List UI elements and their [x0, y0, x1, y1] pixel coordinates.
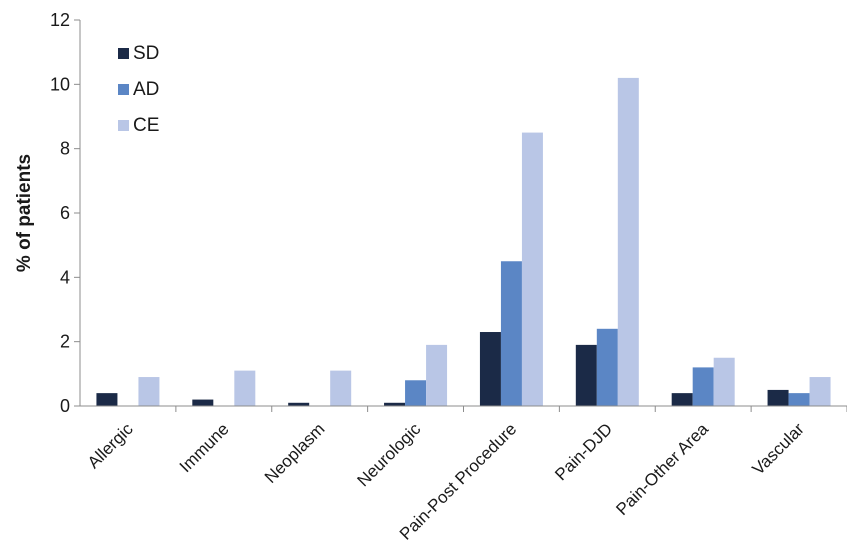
x-tick-label: Allergic [84, 419, 137, 472]
x-axis: Allergic Immune Neoplasm NeurologicPain-Pos… [80, 405, 847, 544]
legend-label-ce: CE [133, 115, 159, 136]
y-axis-label: % of patients [14, 154, 35, 272]
bar-ad-neurologic [405, 380, 427, 406]
bar-sd-neoplasm [288, 402, 310, 406]
bar-ce-immune [234, 370, 256, 406]
bar-sd-pain-post-procedure [479, 332, 501, 406]
y-tick-label: 10 [50, 74, 70, 94]
x-tick-label: Neurologic [353, 419, 424, 490]
bar-ce-allergic [138, 377, 160, 406]
bar-ad-pain-other-area [692, 367, 714, 406]
x-tick-label: Immune [176, 419, 233, 476]
bar-ce-neurologic [426, 344, 448, 406]
bars [96, 77, 831, 407]
bar-sd-immune [192, 399, 214, 406]
bar-sd-pain-other-area [671, 393, 693, 406]
bar-ad-pain-post-procedure [500, 261, 522, 406]
bar-ad-vascular [788, 393, 810, 406]
legend-swatch-ce [118, 120, 129, 131]
legend: SD AD CE [118, 43, 159, 136]
legend-label-ad: AD [133, 79, 159, 100]
bar-sd-allergic [96, 393, 118, 406]
bar-ce-pain-djd [617, 77, 639, 407]
y-tick-label: 8 [60, 139, 70, 159]
bar-sd-pain-djd [575, 344, 597, 406]
legend-swatch-sd [118, 48, 129, 59]
y-tick-label: 2 [60, 332, 70, 352]
y-tick-label: 12 [50, 10, 70, 30]
bar-ce-pain-other-area [713, 357, 735, 406]
x-tick-label: Vascular [749, 419, 809, 479]
bar-sd-neurologic [384, 402, 406, 406]
y-tick-label: 0 [60, 396, 70, 416]
legend-swatch-ad [118, 84, 129, 95]
x-tick-label: Pain-DJD [551, 419, 616, 484]
x-tick-label: Neoplasm [261, 419, 329, 487]
bar-ce-neoplasm [330, 370, 352, 406]
y-tick-label: 4 [60, 267, 70, 287]
y-tick-label: 6 [60, 203, 70, 223]
bar-ce-pain-post-procedure [521, 132, 543, 407]
legend-label-sd: SD [133, 43, 159, 64]
x-tick-label: Pain-Other Area [612, 419, 712, 519]
bar-ce-vascular [809, 377, 831, 406]
bar-ad-pain-djd [596, 328, 618, 406]
bar-sd-vascular [767, 389, 789, 406]
y-axis: 0 2 4 6 8 10 12 [50, 10, 81, 416]
